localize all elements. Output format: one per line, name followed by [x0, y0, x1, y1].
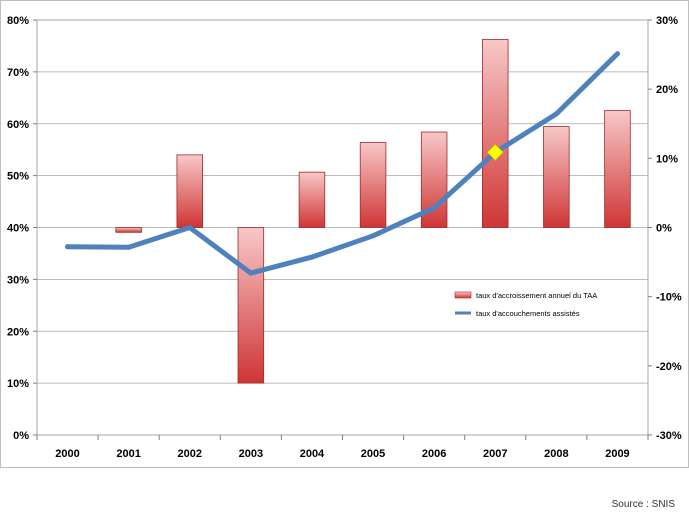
line-series-path	[65, 51, 620, 276]
left-axis-tick-label: 40%	[7, 223, 29, 235]
right-axis-tick-label: 20%	[656, 84, 678, 96]
right-axis-tick-label: 10%	[656, 153, 678, 165]
x-axis-tick-label: 2008	[544, 448, 568, 460]
chart-svg: 0% 10% 20% 30% 40% 50% 60% 70% 80% -30% -20% -10% 0%…	[0, 0, 689, 468]
source-note: Source : SNIS	[611, 499, 675, 510]
line-point	[126, 244, 132, 250]
right-axis-tick-label: 0%	[656, 223, 672, 235]
left-axis-tick-label: 60%	[7, 119, 29, 131]
legend-line-label: taux d'accouchements assistés	[476, 309, 580, 318]
left-axis-tick-label: 50%	[7, 171, 29, 183]
left-axis-tick-label: 0%	[13, 430, 29, 442]
x-axis-tick-label: 2000	[55, 448, 79, 460]
line-point	[370, 233, 376, 239]
line-point	[65, 244, 71, 250]
line-point	[431, 205, 437, 211]
right-axis-tick-label: -20%	[656, 361, 682, 373]
x-axis-tick-label: 2007	[483, 448, 507, 460]
right-axis-tick-label: 30%	[656, 15, 678, 27]
bar	[298, 171, 326, 228]
line-point	[614, 51, 620, 57]
axes: 0% 10% 20% 30% 40% 50% 60% 70% 80% -30% -20% -10% 0%…	[7, 15, 682, 460]
line-point	[553, 111, 559, 117]
left-axis-tick-label: 10%	[7, 378, 29, 390]
bar	[543, 126, 570, 228]
legend-bar-swatch	[454, 291, 472, 299]
chart-outer-border	[0, 0, 689, 468]
x-axis-tick-label: 2006	[422, 448, 446, 460]
bar	[237, 227, 265, 384]
x-axis-tick-label: 2002	[178, 448, 202, 460]
left-axis-tick-label: 80%	[7, 15, 29, 27]
left-axis-tick-label: 70%	[7, 67, 29, 79]
line-series	[65, 51, 620, 276]
legend: taux d'accroissement annuel du TAA taux …	[454, 291, 597, 318]
line-point	[309, 254, 315, 260]
x-axis-tick-label: 2009	[605, 448, 629, 460]
bar	[176, 154, 203, 228]
highlight-marker	[486, 143, 504, 161]
left-axis-tick-label: 30%	[7, 274, 29, 286]
right-axis-tick-label: -30%	[656, 430, 682, 442]
chart-frame: 0% 10% 20% 30% 40% 50% 60% 70% 80% -30% -20% -10% 0%…	[0, 0, 689, 468]
legend-bar-label: taux d'accroissement annuel du TAA	[476, 291, 597, 300]
bar	[604, 110, 631, 228]
bar	[359, 142, 387, 228]
x-axis-tick-label: 2001	[116, 448, 140, 460]
x-axis-tick-label: 2004	[300, 448, 325, 460]
x-axis-tick-label: 2003	[239, 448, 263, 460]
bar	[115, 227, 142, 233]
bar	[482, 38, 509, 228]
right-axis-tick-label: -10%	[656, 292, 682, 304]
bar-series	[115, 38, 631, 384]
x-axis-tick-label: 2005	[361, 448, 385, 460]
left-axis-tick-label: 20%	[7, 326, 29, 338]
line-point	[248, 270, 254, 276]
line-point	[187, 225, 193, 230]
